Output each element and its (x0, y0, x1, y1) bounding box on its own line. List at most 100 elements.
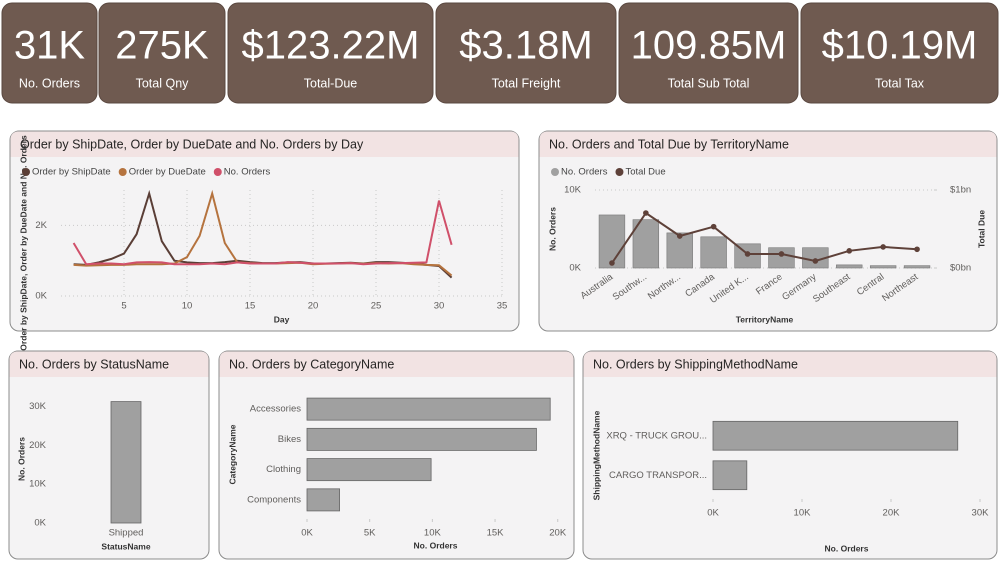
y-tick-label: 0K (35, 291, 47, 302)
bar (903, 265, 931, 269)
legend-label: Order by DueDate (129, 167, 206, 178)
y-axis-title: ShippingMethodName (591, 410, 601, 500)
x-tick-label: 20K (549, 528, 567, 539)
kpi-value: 275K (115, 24, 209, 68)
line-marker (710, 223, 717, 230)
line-marker (812, 258, 819, 264)
bar (768, 247, 795, 269)
y-axis-title: CategoryName (227, 424, 237, 484)
chart-title: No. Orders and Total Due by TerritoryNam… (549, 137, 789, 151)
legend-marker (615, 168, 624, 176)
y-tick-label: 20K (29, 440, 47, 451)
panel (8, 350, 210, 560)
kpi-value: 31K (14, 24, 85, 68)
y-tick-label: 0K (569, 263, 581, 274)
x-tick-label: 10K (424, 528, 442, 539)
legend-marker (551, 168, 559, 176)
kpi-value: $123.22M (242, 24, 420, 68)
y-tick-label: Components (247, 494, 301, 505)
x-tick-label: 25 (371, 301, 382, 312)
y-tick-label: Accessories (250, 404, 301, 415)
kpi-label: Total-Due (304, 76, 358, 90)
series-line (72, 200, 453, 266)
panel-header (539, 131, 997, 157)
line-marker (846, 248, 853, 254)
y-tick-label: Clothing (266, 464, 301, 475)
y2-tick-label: $0bn (950, 263, 971, 274)
bar (306, 427, 537, 451)
line-marker (609, 260, 615, 266)
panel-header (219, 351, 574, 377)
panel (538, 130, 998, 332)
line-marker (676, 233, 683, 239)
x-axis-title: No. Orders (414, 540, 458, 550)
line-marker (643, 210, 649, 216)
x-tick-label: 15 (245, 301, 256, 312)
legend-marker (22, 168, 30, 176)
chart-title: No. Orders by ShippingMethodName (593, 357, 798, 371)
kpi-value: 109.85M (631, 24, 787, 68)
x-tick-label: 10K (794, 508, 812, 519)
x-tick-label: 20K (883, 508, 901, 519)
x-axis-title: TerritoryName (736, 314, 794, 324)
kpi-label: Total Sub Total (668, 76, 750, 90)
kpi-card (98, 2, 226, 104)
bar (869, 265, 897, 269)
x-tick-label: 0K (301, 528, 313, 539)
x-tick-label: 10 (182, 301, 193, 312)
panel (582, 350, 998, 560)
kpi-label: Total Tax (875, 76, 925, 90)
x-tick-label: 30K (972, 508, 990, 519)
kpi-card (435, 2, 617, 104)
x-tick-label: Shipped (109, 528, 144, 539)
legend-label: Total Due (625, 167, 665, 178)
bar (836, 264, 863, 269)
x-axis-title: StatusName (101, 541, 150, 551)
legend-label: Order by ShipDate (32, 167, 111, 178)
legend-label: No. Orders (224, 167, 271, 178)
y-axis-title: Order by ShipDate, Order by DueDate and … (18, 135, 28, 351)
x-axis-title: No. Orders (825, 543, 869, 553)
x-tick-label: 15K (487, 528, 505, 539)
bar (110, 401, 142, 524)
y-tick-label: XRQ - TRUCK GROU... (606, 430, 707, 441)
kpi-card (1, 2, 98, 104)
series-line (611, 211, 918, 264)
bar (700, 236, 727, 269)
y-tick-label: 30K (29, 401, 47, 412)
bar (712, 460, 748, 491)
line-marker (744, 251, 751, 257)
y-axis-title: No. Orders (547, 207, 557, 251)
chart-title: Order by ShipDate, Order by DueDate and … (20, 137, 364, 151)
x-tick-label: 20 (308, 301, 319, 312)
y-tick-label: 10K (564, 185, 582, 196)
y-axis-title: No. Orders (16, 437, 26, 481)
panel (9, 130, 520, 332)
bar (712, 420, 959, 451)
x-tick-label: 5K (364, 528, 376, 539)
legend-marker (118, 168, 127, 176)
y-tick-label: CARGO TRANSPOR... (609, 470, 707, 481)
chart-title: No. Orders by CategoryName (229, 357, 394, 371)
y-tick-label: Bikes (278, 434, 301, 445)
legend-marker (213, 168, 222, 176)
kpi-card (227, 2, 434, 104)
y2-axis-title: Total Due (976, 210, 986, 248)
x-tick-label: 30 (434, 301, 445, 312)
chart-title: No. Orders by StatusName (19, 357, 169, 371)
panel-header (10, 131, 519, 157)
y-tick-label: 2K (35, 220, 47, 231)
x-tick-label: 35 (497, 301, 508, 312)
y-tick-label: 10K (29, 479, 47, 490)
bar (598, 214, 626, 269)
panel-header (583, 351, 997, 377)
x-axis-title: Day (274, 314, 290, 324)
bar (306, 488, 340, 512)
bar (632, 219, 660, 269)
line-marker (880, 244, 886, 250)
y-tick-label: 0K (34, 518, 46, 529)
kpi-label: No. Orders (19, 76, 80, 90)
line-marker (778, 251, 785, 257)
panel-header (9, 351, 209, 377)
